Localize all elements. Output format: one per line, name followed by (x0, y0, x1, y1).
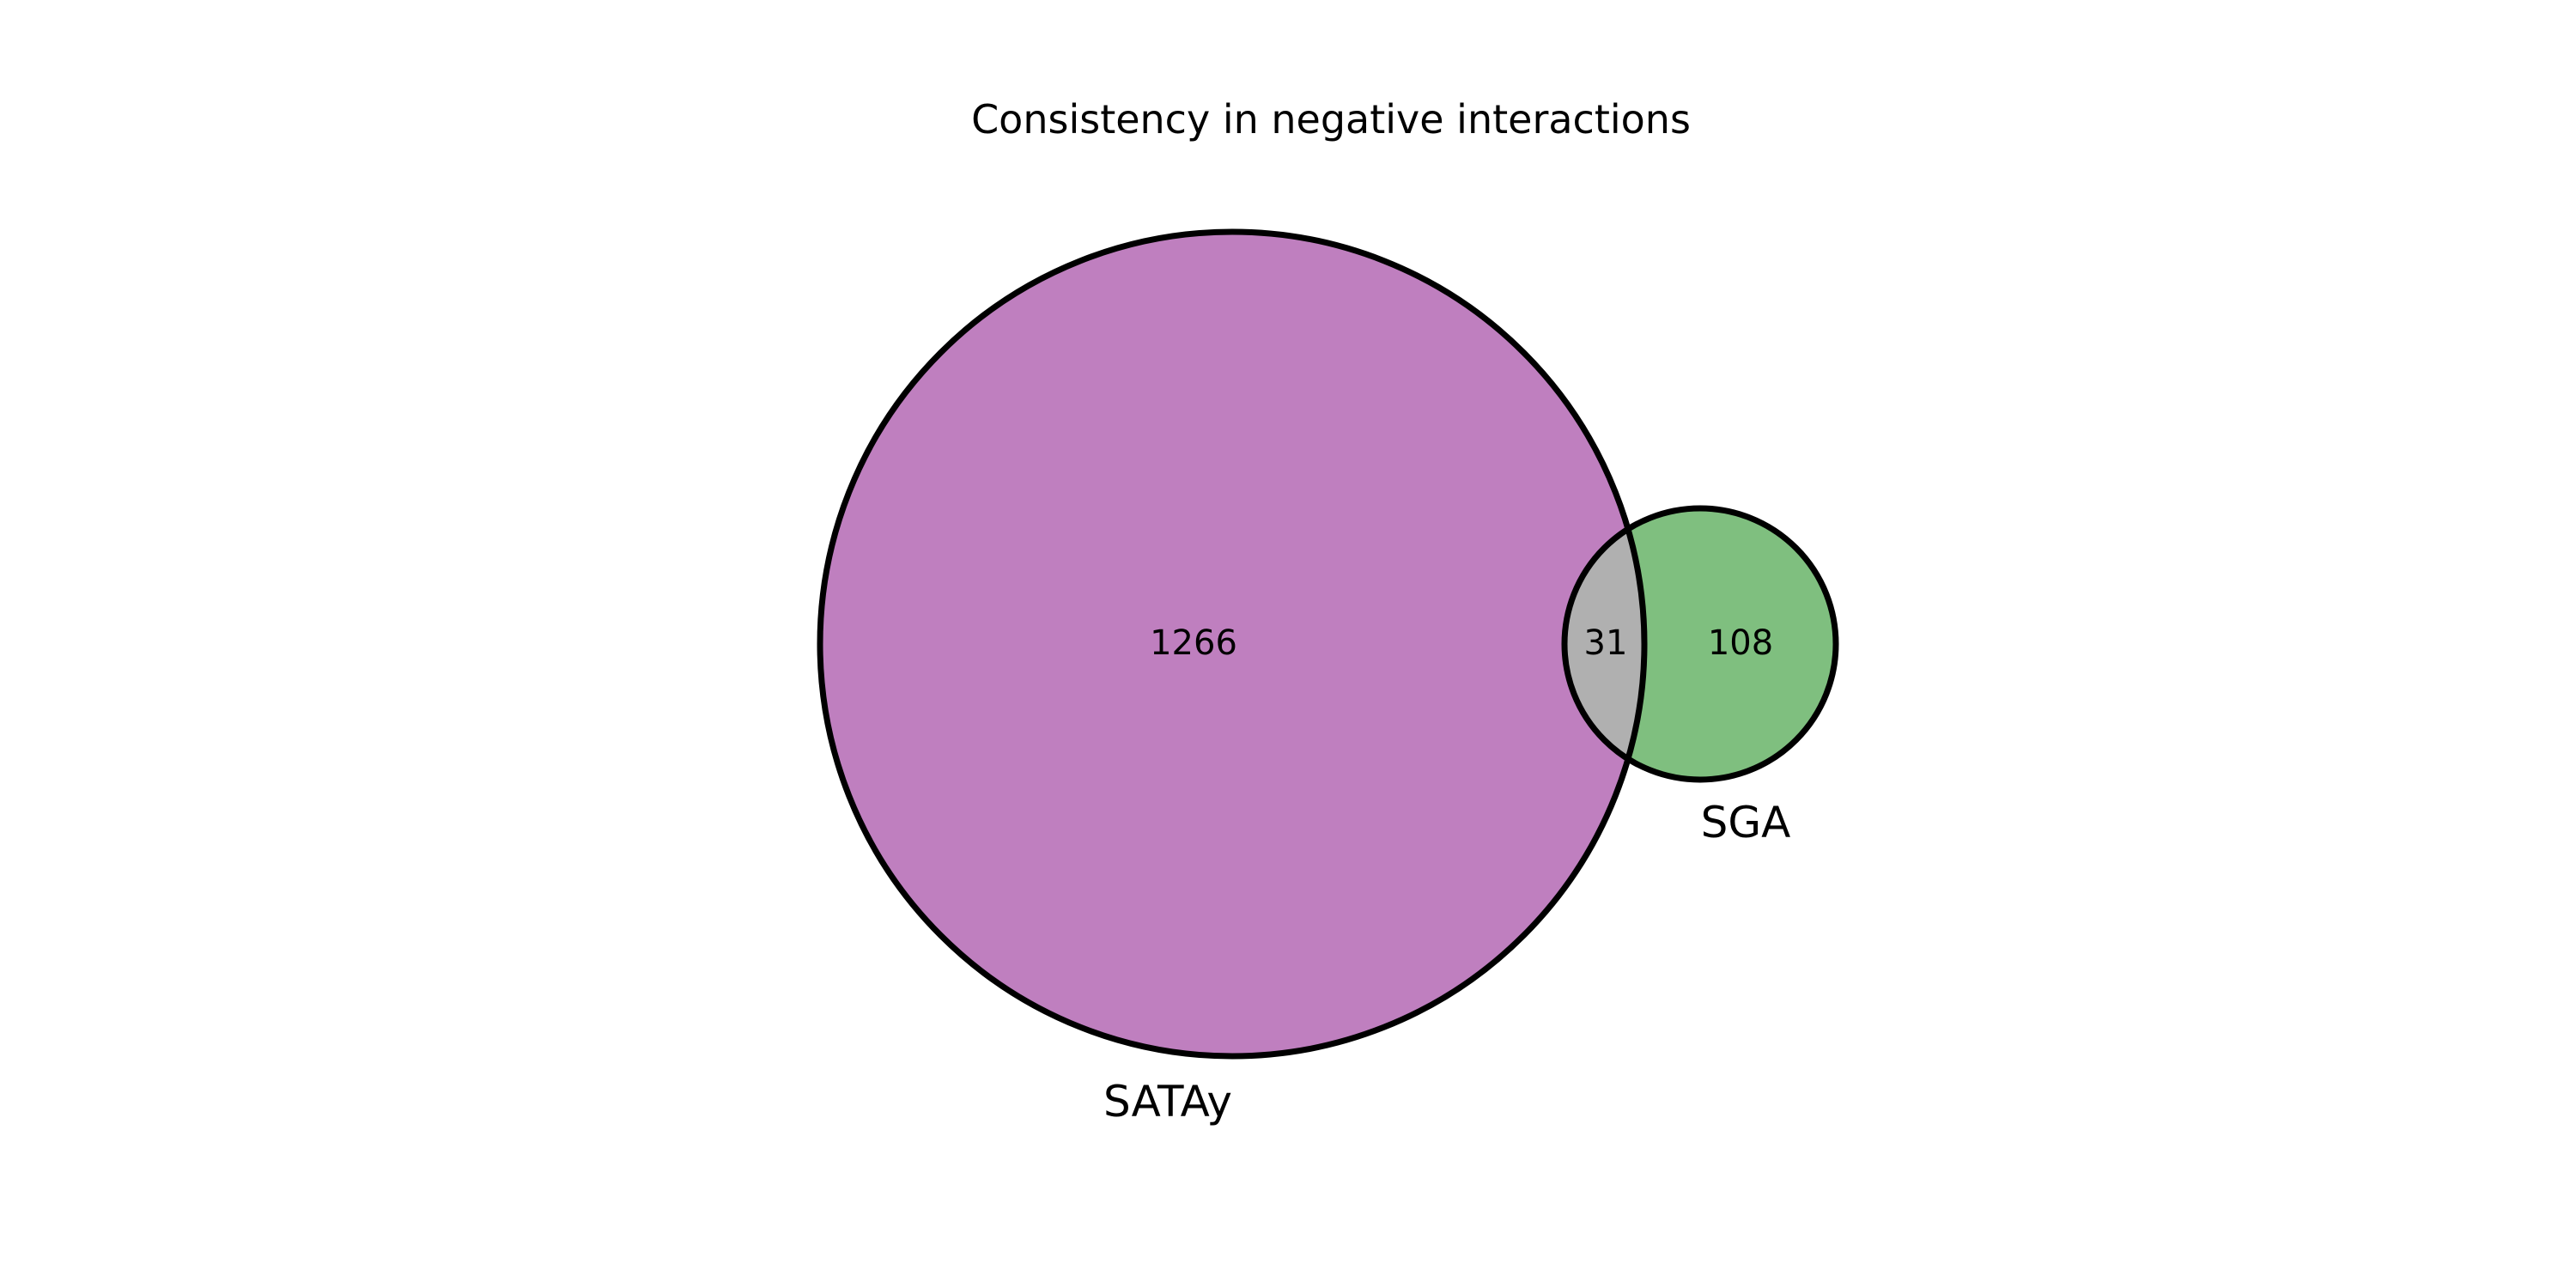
intersection-region (1564, 508, 1644, 780)
sga-circle-outline (1561, 505, 1839, 783)
sga-set-label: SGA (1701, 798, 1791, 848)
sga-only-count: 108 (1708, 623, 1773, 663)
sataY-circle-outline (817, 228, 1648, 1060)
intersection-count: 31 (1584, 623, 1628, 663)
sataY-only-count: 1266 (1150, 623, 1237, 663)
chart-title: Consistency in negative interactions (971, 96, 1691, 143)
sataY-set-label: SATAy (1103, 1077, 1232, 1127)
sataY-circle (820, 232, 1644, 1056)
